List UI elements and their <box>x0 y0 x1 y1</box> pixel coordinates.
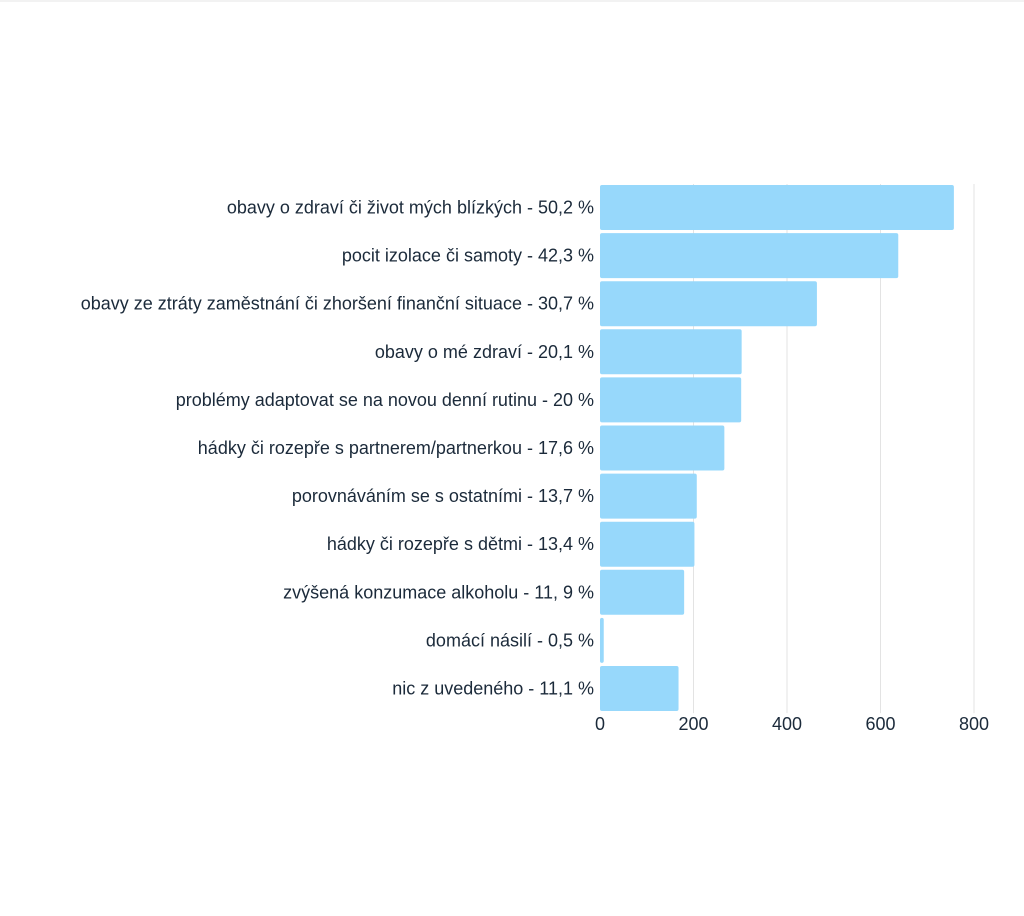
bar <box>600 473 697 519</box>
x-tick-label: 400 <box>772 714 802 734</box>
x-tick-label: 800 <box>959 714 989 734</box>
x-tick-label: 0 <box>595 714 605 734</box>
category-label: hádky či rozepře s dětmi - 13,4 % <box>327 534 594 554</box>
bar <box>600 185 954 230</box>
bar <box>600 425 725 471</box>
bars <box>600 185 954 711</box>
category-label: obavy o zdraví či život mých blízkých - … <box>227 198 594 218</box>
category-label: obavy o mé zdraví - 20,1 % <box>375 342 594 362</box>
x-tick-label: 600 <box>865 714 895 734</box>
x-tick-label: 200 <box>678 714 708 734</box>
bar <box>600 569 685 615</box>
bar <box>600 233 899 279</box>
category-label: hádky či rozepře s partnerem/partnerkou … <box>198 438 594 458</box>
bar <box>600 521 695 567</box>
bar <box>600 329 742 375</box>
bar <box>600 617 604 663</box>
category-label: pocit izolace či samoty - 42,3 % <box>342 246 594 266</box>
category-label: porovnáváním se s ostatními - 13,7 % <box>292 486 594 506</box>
category-label: nic z uvedeného - 11,1 % <box>392 679 594 699</box>
bar <box>600 281 817 327</box>
category-label: problémy adaptovat se na novou denní rut… <box>176 390 594 410</box>
bar <box>600 377 742 423</box>
category-label: domácí násilí - 0,5 % <box>426 630 594 650</box>
category-label: zvýšená konzumace alkoholu - 11, 9 % <box>283 582 594 602</box>
x-axis-ticks: 0 200 400 600 800 <box>595 714 989 734</box>
bar <box>600 666 679 711</box>
category-label: obavy ze ztráty zaměstnání či zhoršení f… <box>81 294 594 314</box>
category-labels: obavy o zdraví či život mých blízkých - … <box>81 198 594 699</box>
